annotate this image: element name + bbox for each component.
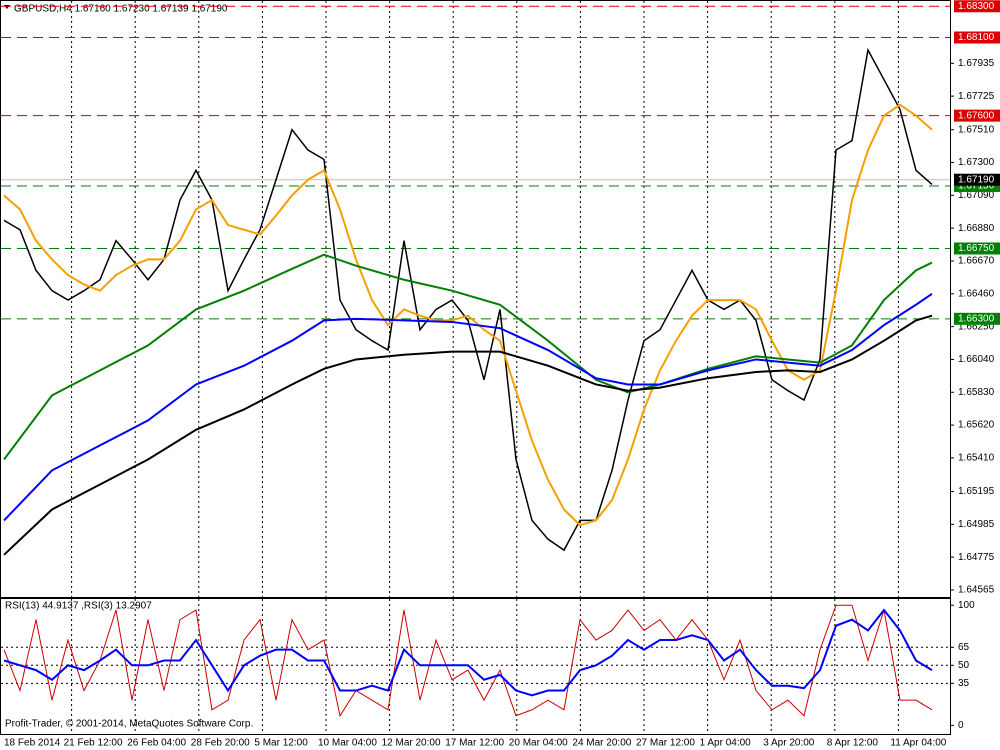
y-tick-label: 1.64985 [958, 519, 995, 530]
y-tick-label: 1.67300 [958, 157, 995, 168]
x-tick-label: 28 Feb 20:00 [191, 738, 250, 749]
series-line [3, 314, 933, 556]
level-label-box [954, 31, 1000, 44]
y-tick-label: 1.67510 [958, 124, 995, 135]
level-label: 1.68100 [958, 32, 995, 43]
x-tick-label: 27 Mar 12:00 [636, 738, 695, 749]
x-tick-label: 11 Apr 04:00 [890, 738, 946, 749]
y-tick-label: 35 [958, 678, 970, 689]
y-tick-label: 1.66880 [958, 223, 995, 234]
x-tick-label: 8 Apr 12:00 [827, 738, 879, 749]
y-tick-label: 1.67090 [958, 190, 995, 201]
y-tick-label: 65 [958, 642, 970, 653]
rsi-pane [0, 598, 951, 735]
y-tick-label: 1.66040 [958, 354, 995, 365]
y-tick-label: 1.67725 [958, 91, 995, 102]
level-label: 1.67600 [958, 110, 995, 121]
bid-label: 1.67190 [958, 174, 995, 185]
y-tick-label: 1.66250 [958, 321, 995, 332]
x-tick-label: 10 Mar 04:00 [318, 738, 377, 749]
level-label-box [954, 312, 1000, 325]
x-tick-label: 21 Feb 12:00 [64, 738, 123, 749]
x-tick-label: 18 Feb 2014 [4, 738, 61, 749]
level-label: 1.68300 [958, 1, 995, 12]
y-tick-label: 0 [958, 720, 964, 731]
y-tick-label: 1.65195 [958, 486, 995, 497]
main-pane [0, 0, 951, 598]
y-tick-label: 1.65830 [958, 387, 995, 398]
x-tick-label: 3 Apr 20:00 [763, 738, 815, 749]
x-tick-label: 5 Mar 12:00 [254, 738, 308, 749]
x-tick-label: 12 Mar 20:00 [382, 738, 441, 749]
series-line [3, 103, 933, 527]
x-tick-label: 1 Apr 04:00 [700, 738, 752, 749]
series-line [3, 604, 933, 718]
y-tick-label: 1.64775 [958, 552, 995, 563]
rsi-title: RSI(13) 44.9137 ,RSI(3) 13.2907 [5, 601, 152, 612]
y-tick-label: 1.65410 [958, 453, 995, 464]
level-label-box [954, 109, 1000, 122]
y-tick-label: 1.67935 [958, 58, 995, 69]
series-line [3, 608, 933, 697]
x-tick-label: 24 Mar 20:00 [572, 738, 631, 749]
y-tick-label: 1.66670 [958, 256, 995, 267]
main-title: GBPUSD,H4 1.67160 1.67230 1.67139 1.6719… [14, 4, 228, 15]
x-tick-label: 26 Feb 04:00 [127, 738, 186, 749]
y-tick-label: 100 [958, 600, 975, 611]
x-tick-label: 17 Mar 12:00 [445, 738, 504, 749]
level-label-box [954, 242, 1000, 255]
y-tick-label: 1.64565 [958, 585, 995, 596]
level-label: 1.67150 [958, 181, 995, 192]
x-tick-label: 20 Mar 04:00 [509, 738, 568, 749]
series-line [3, 47, 933, 552]
bid-label-box [954, 173, 1000, 186]
level-label: 1.66750 [958, 243, 995, 254]
y-tick-label: 1.66460 [958, 288, 995, 299]
footer: Profit-Trader, © 2001-2014, MetaQuotes S… [5, 719, 253, 730]
series-line [3, 253, 933, 461]
level-label: 1.66300 [958, 313, 995, 324]
series-line [3, 292, 933, 522]
y-tick-label: 1.65620 [958, 420, 995, 431]
level-label-box [954, 0, 1000, 13]
y-tick-label: 50 [958, 660, 970, 671]
